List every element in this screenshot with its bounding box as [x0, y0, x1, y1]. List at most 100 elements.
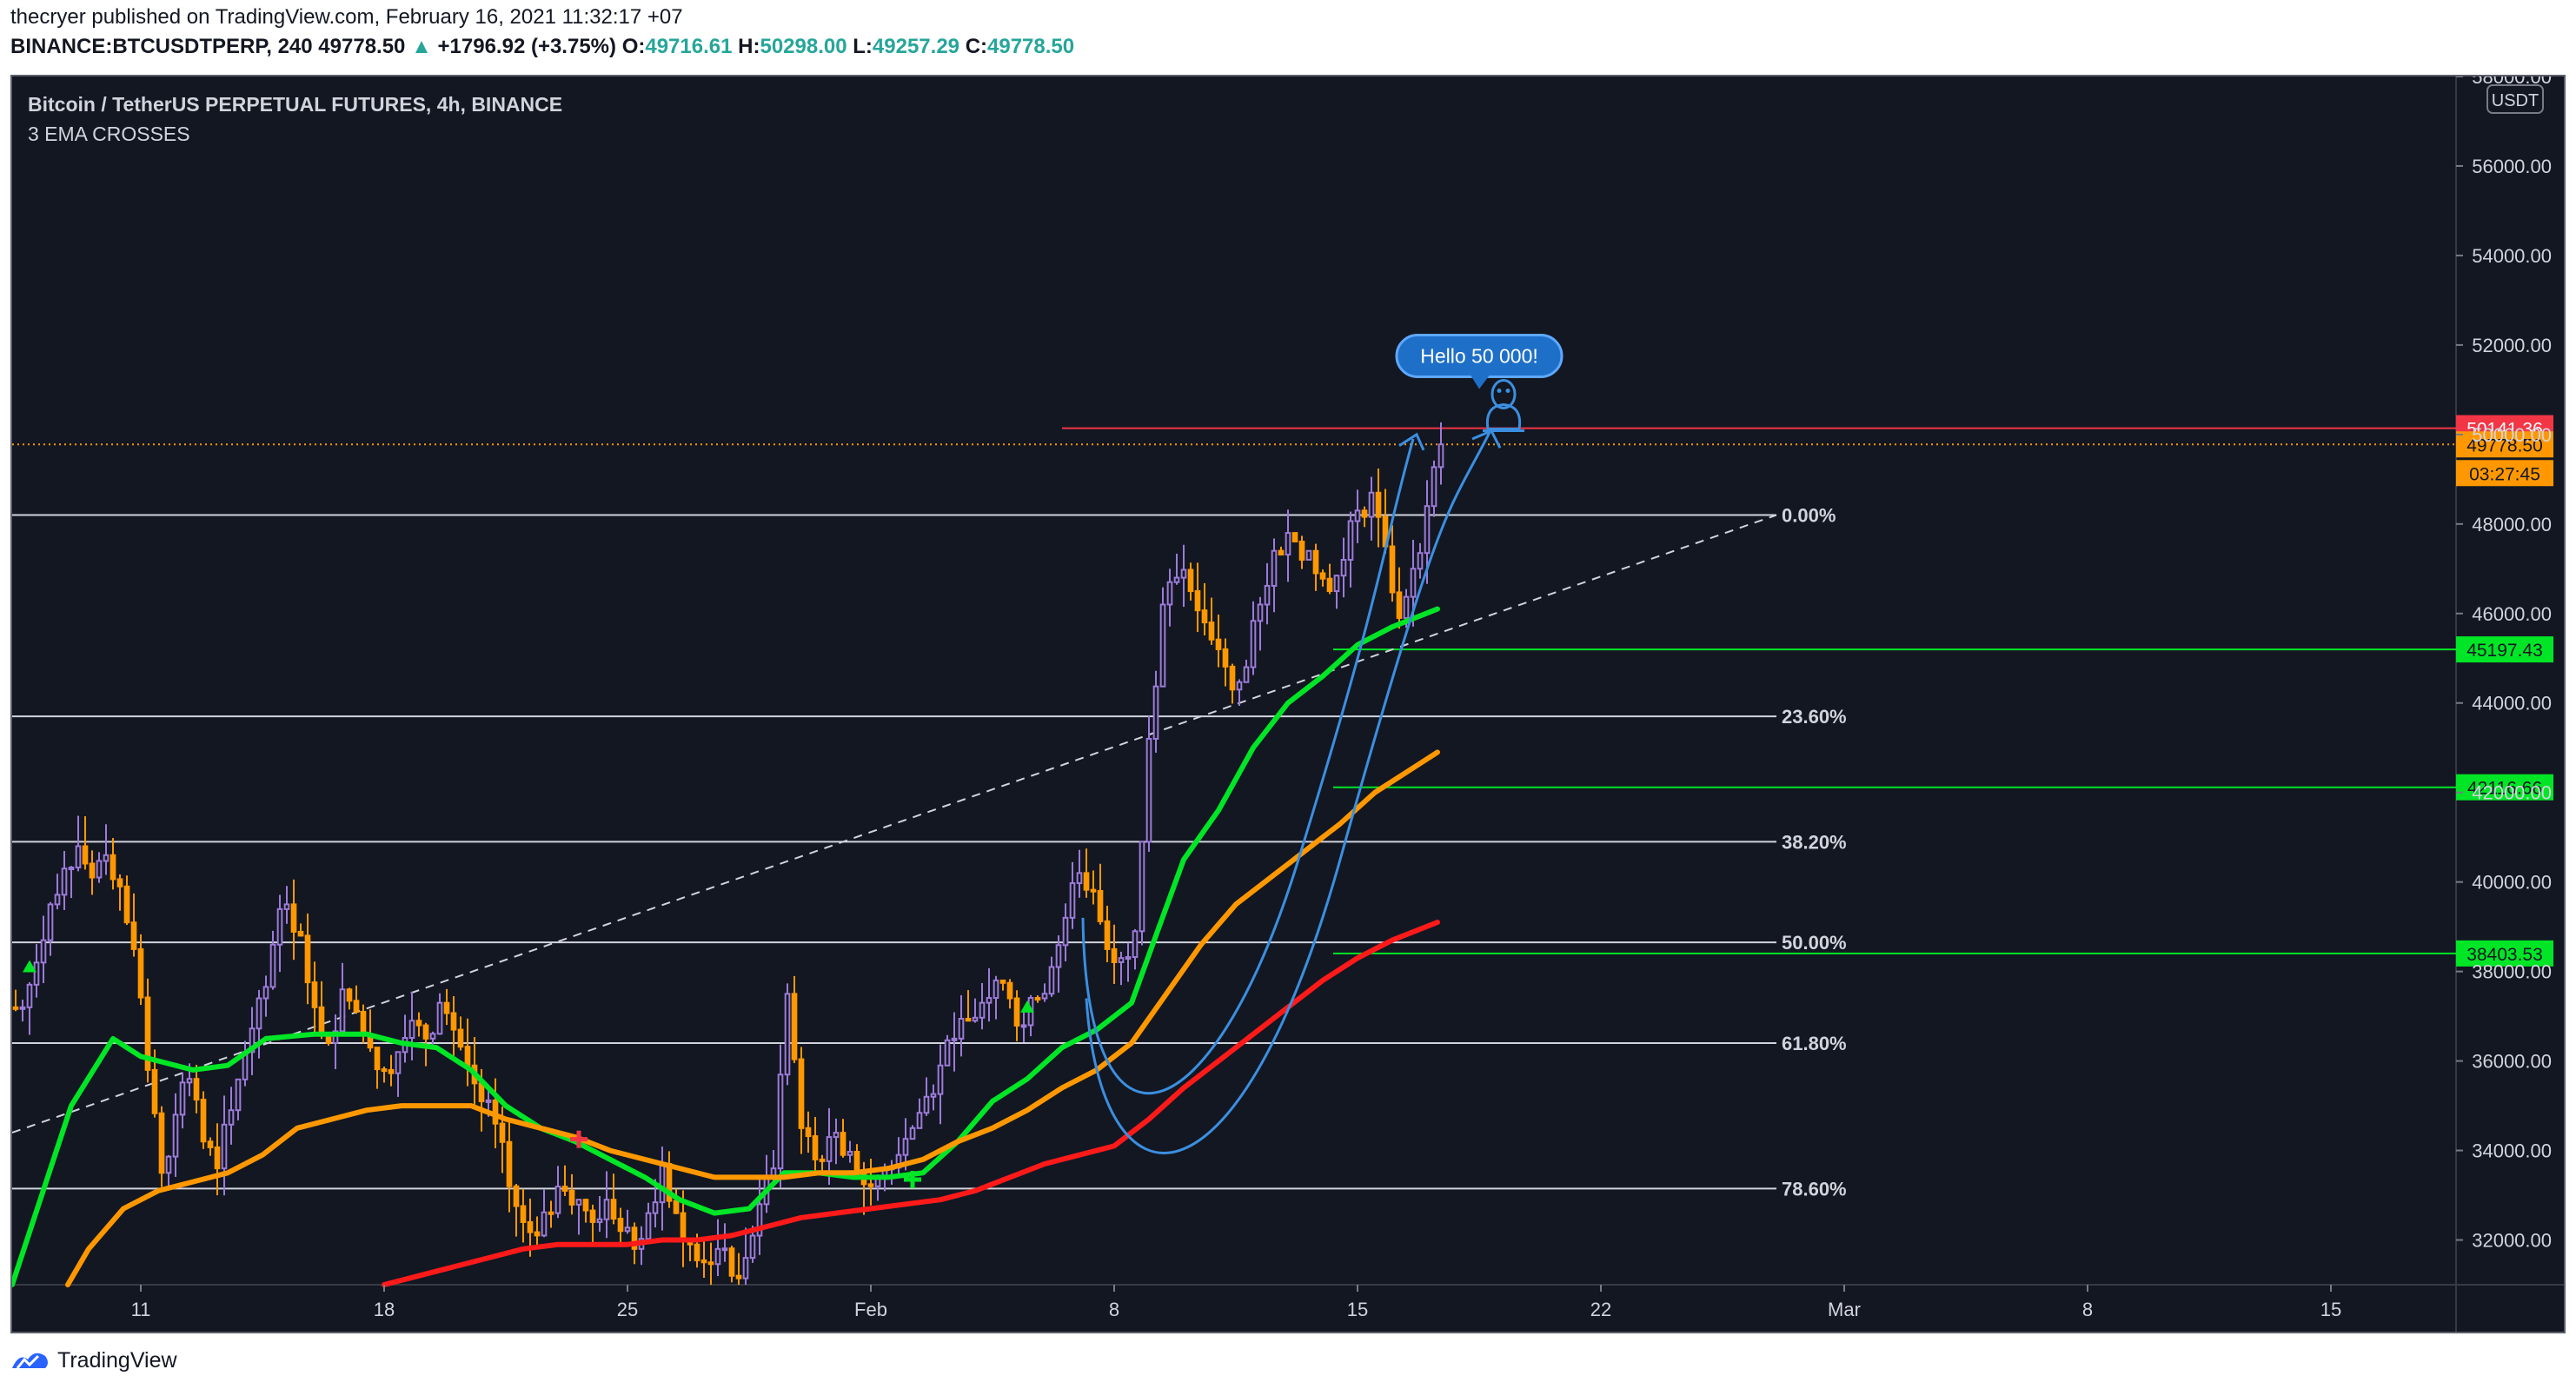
candle-body [1354, 509, 1361, 522]
indicator-name: 3 EMA CROSSES [28, 123, 190, 145]
candle-body [422, 1024, 429, 1040]
candle-body [1236, 681, 1243, 691]
time-tick-label: 18 [374, 1299, 395, 1320]
candle-body [1180, 568, 1187, 579]
candle-body [339, 988, 346, 1033]
candle-body [96, 860, 103, 879]
price-tick-label: 56000.00 [2472, 156, 2552, 177]
footer-brand: TradingView [57, 1347, 177, 1373]
fib-level-label: 78.60% [1782, 1178, 1847, 1200]
candle-body [297, 930, 304, 937]
close-value: 49778.50 [987, 35, 1075, 58]
price-tick-label: 48000.00 [2472, 514, 2552, 535]
time-tick-label: 8 [2082, 1299, 2093, 1320]
candle-body [304, 934, 311, 984]
candle-body [1368, 491, 1375, 518]
candle-body [103, 854, 110, 862]
candle-body [756, 1203, 763, 1237]
candle-body [1090, 888, 1097, 893]
price-chart[interactable]: 0.00% 23.60% 38.20% 50.00% 61.80% 78.60% 4519… [12, 76, 2564, 1332]
candle-body [1125, 956, 1132, 961]
tradingview-footer[interactable]: TradingView [10, 1347, 177, 1373]
price-tick-label: 50000.00 [2472, 424, 2552, 446]
candle-body [1347, 520, 1354, 561]
candle-body [1222, 648, 1229, 668]
price-label-text: 45197.43 [2466, 641, 2543, 661]
candle-body [659, 1163, 666, 1204]
candle-body [388, 1068, 395, 1074]
candle-body [1340, 559, 1347, 577]
candle-body [116, 878, 123, 887]
candle-body [1048, 966, 1055, 995]
candle-body [1006, 981, 1013, 1000]
candle-body [311, 981, 318, 1008]
tradingview-logo-icon [12, 1353, 48, 1369]
candle-body [1361, 509, 1368, 518]
candle-body [909, 1127, 916, 1140]
candle-body [1257, 603, 1264, 622]
candle-body [172, 1113, 179, 1158]
candle-body [186, 1078, 193, 1084]
candle-body [1298, 540, 1305, 562]
chart-legend: Bitcoin / TetherUS PERPETUAL FUTURES, 4h… [28, 93, 562, 145]
candle-body [798, 1058, 805, 1129]
price-tick-label: 46000.00 [2472, 603, 2552, 625]
candle-body [965, 1018, 972, 1022]
ema-line [12, 606, 1440, 1287]
fib-level-label: 38.20% [1782, 831, 1847, 853]
candle-body [214, 1146, 221, 1170]
fibonacci-retracement: 0.00% 23.60% 38.20% 50.00% 61.80% 78.60% [12, 505, 1847, 1200]
candle-body [1041, 993, 1048, 1000]
candle-body [999, 979, 1006, 984]
candle-body [742, 1257, 749, 1280]
candle-body [12, 1006, 19, 1010]
candle-body [603, 1199, 610, 1220]
candle-body [346, 988, 353, 1002]
candle-body [61, 868, 68, 896]
candle-body [958, 1018, 965, 1040]
up-arrow-icon: ▲ [411, 35, 432, 58]
candle-body [916, 1112, 923, 1129]
fib-level-label: 0.00% [1782, 505, 1836, 527]
penguin-eye [1505, 389, 1510, 394]
candle-body [33, 961, 40, 986]
candle-body [1111, 947, 1118, 963]
candle-body [1201, 609, 1208, 624]
chart-title: Bitcoin / TetherUS PERPETUAL FUTURES, 4h… [28, 93, 562, 116]
candle-body [575, 1199, 582, 1206]
candle-body [1118, 957, 1125, 963]
open-label: O: [621, 35, 646, 58]
candle-body [221, 1123, 228, 1170]
candle-body [1166, 581, 1173, 606]
candle-body [561, 1186, 568, 1192]
candle-body [158, 1112, 165, 1174]
candle-body [436, 1001, 443, 1035]
candle-body [680, 1212, 687, 1242]
countdown-text: 03:27:45 [2469, 464, 2540, 484]
chart-panel[interactable]: 0.00% 23.60% 38.20% 50.00% 61.80% 78.60% 4519… [10, 75, 2566, 1333]
candle-body [1173, 576, 1180, 583]
axes: 32000.00 34000.00 36000.00 38000.00 40000.00… [131, 76, 2552, 1320]
candle-body [1145, 737, 1152, 843]
candle-body [700, 1259, 707, 1264]
candle-body [1215, 638, 1222, 650]
ema-up-marker [1020, 1000, 1034, 1013]
price-tick-label: 44000.00 [2472, 693, 2552, 715]
candle-body [1243, 666, 1250, 683]
candle-body [986, 997, 993, 1004]
candle-body [82, 845, 89, 865]
annotation: Hello 50 000! [1395, 333, 1564, 433]
candle-body [930, 1093, 937, 1098]
close-label: C: [965, 35, 988, 58]
ema-line [65, 749, 1440, 1287]
candle-body [415, 1020, 422, 1027]
candle-body [1285, 532, 1291, 556]
candle-body [707, 1261, 714, 1266]
ohlc-line: BINANCE:BTCUSDTPERP, 240 49778.50 ▲ +179… [10, 35, 1074, 59]
candle-body [249, 1027, 256, 1054]
candle-body [228, 1109, 235, 1126]
candle-body [47, 903, 54, 941]
candle-body [833, 1132, 840, 1139]
candle-body [1132, 930, 1139, 959]
candle-body [179, 1081, 186, 1116]
